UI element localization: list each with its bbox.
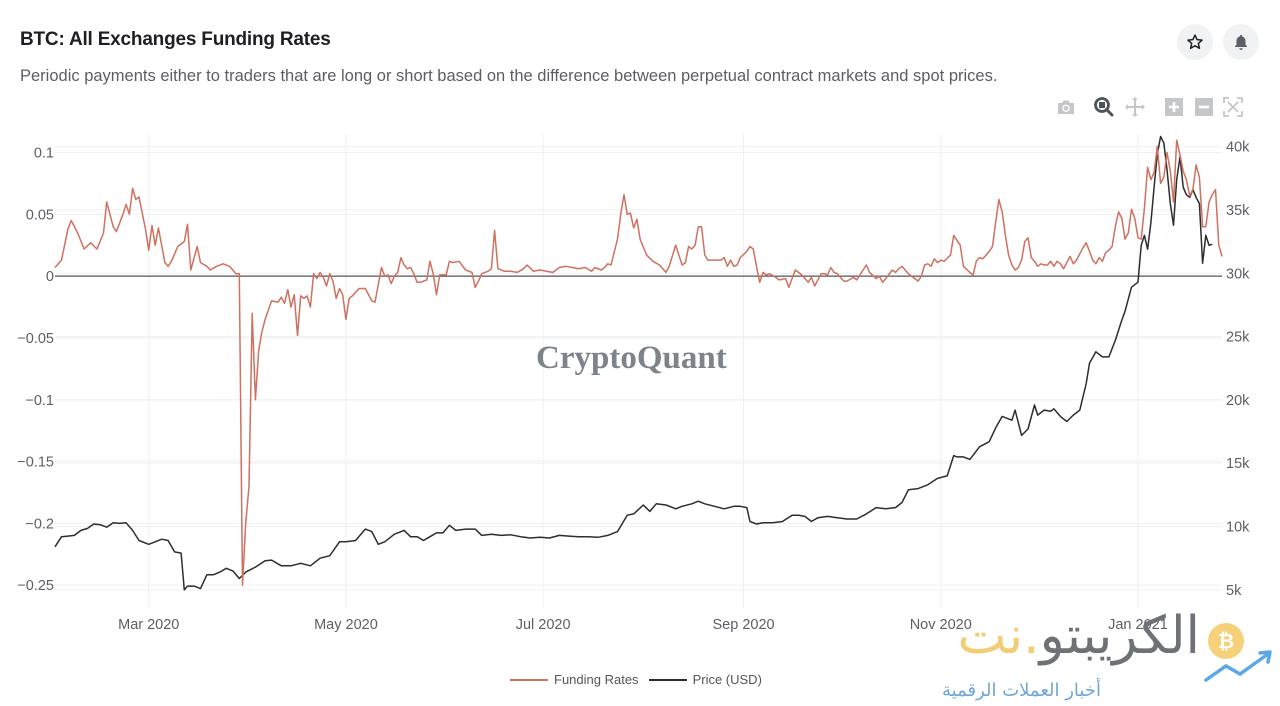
right-tick-label: 25k xyxy=(1226,330,1250,346)
plus-box-icon xyxy=(1165,98,1183,116)
legend-item-price[interactable]: Price (USD) xyxy=(648,672,762,687)
left-tick-label: −0.25 xyxy=(17,578,54,594)
right-tick-label: 15k xyxy=(1226,456,1250,472)
zoom-out-button[interactable] xyxy=(1193,96,1215,118)
legend-swatch-price xyxy=(648,678,687,681)
x-tick-label: Jul 2020 xyxy=(516,617,571,633)
x-tick-label: Nov 2020 xyxy=(910,617,972,633)
left-tick-label: 0.05 xyxy=(26,207,54,223)
camera-icon xyxy=(1058,100,1074,114)
autoscale-button[interactable] xyxy=(1222,96,1244,118)
left-tick-label: 0.1 xyxy=(34,146,54,162)
right-tick-label: 10k xyxy=(1226,520,1250,536)
expand-icon xyxy=(1223,97,1243,117)
left-tick-label: −0.05 xyxy=(17,331,54,347)
x-tick-label: May 2020 xyxy=(314,617,378,633)
favorite-button[interactable] xyxy=(1177,24,1213,60)
move-icon xyxy=(1125,97,1145,117)
x-grid xyxy=(148,134,1139,608)
legend-swatch-funding xyxy=(510,678,548,681)
page-title: BTC: All Exchanges Funding Rates xyxy=(20,29,331,50)
brand-name-part2: .نت xyxy=(957,606,1040,666)
x-axis-ticks: Mar 2020 May 2020 Jul 2020 Sep 2020 Nov 2020… xyxy=(118,617,1168,633)
right-tick-label: 5k xyxy=(1226,583,1242,599)
cryptoquant-watermark: CryptoQuant xyxy=(536,340,727,376)
star-icon xyxy=(1187,34,1203,50)
page-subtitle: Periodic payments either to traders that… xyxy=(20,67,998,85)
left-tick-label: −0.2 xyxy=(25,516,54,532)
legend-label: Price (USD) xyxy=(692,672,762,687)
zoom-in-button[interactable] xyxy=(1163,96,1185,118)
x-tick-label: Sep 2020 xyxy=(713,617,775,633)
series-line-funding-rates xyxy=(54,139,1223,586)
y-grid xyxy=(55,146,1222,591)
zoom-tool-button[interactable] xyxy=(1093,96,1115,118)
alerts-button[interactable] xyxy=(1223,24,1259,60)
right-tick-label: 40k xyxy=(1226,140,1250,156)
chart-legend: Funding Rates Price (USD) xyxy=(510,672,772,687)
x-tick-label: Mar 2020 xyxy=(118,617,179,633)
left-axis-ticks: 0.1 0.05 0 −0.05 −0.1 −0.15 −0.2 −0.25 xyxy=(17,146,54,595)
bell-icon xyxy=(1235,34,1247,50)
x-tick-label: Jan 2021 xyxy=(1108,617,1168,633)
legend-label: Funding Rates xyxy=(554,672,639,687)
brand-name: الكريبتو.نت xyxy=(940,604,1270,668)
download-plot-button[interactable] xyxy=(1055,96,1077,118)
magnifier-icon xyxy=(1094,97,1114,117)
right-axis-ticks: 40k 35k 30k 25k 20k 15k 10k 5k xyxy=(1226,140,1250,599)
pan-tool-button[interactable] xyxy=(1124,96,1146,118)
series-line-price xyxy=(54,135,1213,591)
alcrypto-logo: ₿ xyxy=(1204,623,1272,682)
left-tick-label: −0.1 xyxy=(25,393,54,409)
minus-box-icon xyxy=(1195,98,1213,116)
brand-tagline: أخبار العملات الرقمية xyxy=(942,680,1101,701)
left-tick-label: −0.15 xyxy=(17,455,54,471)
legend-item-funding-rates[interactable]: Funding Rates xyxy=(510,672,639,687)
bitcoin-coin-icon: ₿ xyxy=(1204,623,1272,682)
left-tick-label: 0 xyxy=(46,269,54,285)
right-tick-label: 35k xyxy=(1226,203,1250,219)
svg-text:₿: ₿ xyxy=(1218,631,1234,653)
right-tick-label: 30k xyxy=(1226,266,1250,282)
right-tick-label: 20k xyxy=(1226,393,1250,409)
brand-name-part1: الكريبتو xyxy=(1039,606,1200,666)
